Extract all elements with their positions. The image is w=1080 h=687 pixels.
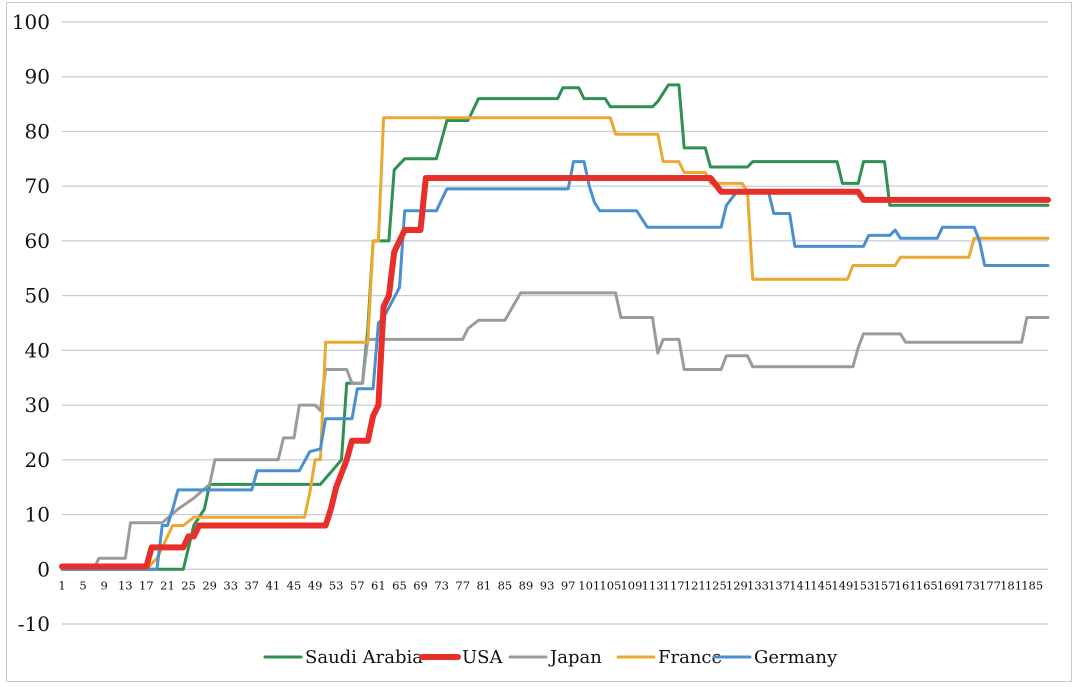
x-tick-label: 93 <box>540 578 555 592</box>
x-tick-label: 53 <box>329 578 344 592</box>
x-tick-label: 165 <box>916 578 938 592</box>
x-tick-label: 181 <box>1000 578 1022 592</box>
x-tick-label: 121 <box>684 578 706 592</box>
x-tick-label: 69 <box>413 578 428 592</box>
x-tick-label: 161 <box>895 578 917 592</box>
x-tick-label: 73 <box>434 578 449 592</box>
x-tick-label: 57 <box>350 578 365 592</box>
x-tick-label: 77 <box>455 578 470 592</box>
x-tick-label: 125 <box>705 578 727 592</box>
y-tick-label: 80 <box>25 119 50 143</box>
legend: Saudi Arabia USA Japan France Germany <box>263 647 838 668</box>
x-tick-label: 101 <box>578 578 600 592</box>
x-tick-label: 141 <box>789 578 811 592</box>
series-line-france <box>60 116 1050 571</box>
y-tick-label: -10 <box>18 612 50 636</box>
x-tick-label: 1 <box>58 578 65 592</box>
x-tick-label: 61 <box>371 578 386 592</box>
x-tick-label: 45 <box>287 578 302 592</box>
legend-item: Saudi Arabia <box>263 647 423 668</box>
x-axis-tick-labels: 1 5 9 13 17 21 25 29 33 37 41 45 49 53 57 61 65 69 73 77 81 8… <box>58 578 1043 592</box>
y-axis-tick-labels: -10 0 10 20 30 40 50 60 70 80 90 100 <box>12 10 50 636</box>
legend-label: Saudi Arabia <box>305 647 423 668</box>
series-line-saudi-arabia <box>60 83 1050 571</box>
x-tick-label: 169 <box>937 578 959 592</box>
legend-item: USA <box>419 647 504 668</box>
y-tick-label: 50 <box>25 284 50 308</box>
legend-item: Germany <box>712 647 838 668</box>
x-tick-label: 105 <box>599 578 621 592</box>
x-tick-label: 21 <box>160 578 175 592</box>
x-tick-label: 33 <box>223 578 238 592</box>
x-tick-label: 113 <box>642 578 664 592</box>
x-tick-label: 117 <box>663 578 685 592</box>
series-lines <box>59 83 1051 571</box>
x-tick-label: 185 <box>1021 578 1043 592</box>
legend-label: France <box>658 647 722 668</box>
legend-item: France <box>616 647 722 668</box>
x-tick-label: 89 <box>519 578 534 592</box>
x-tick-label: 13 <box>118 578 133 592</box>
gridlines <box>62 21 1048 625</box>
x-tick-label: 85 <box>498 578 513 592</box>
x-tick-label: 177 <box>979 578 1001 592</box>
x-tick-label: 5 <box>79 578 86 592</box>
x-tick-label: 173 <box>958 578 980 592</box>
x-tick-label: 41 <box>266 578 281 592</box>
y-tick-label: 10 <box>25 503 50 527</box>
x-tick-label: 81 <box>476 578 491 592</box>
y-tick-label: 40 <box>25 338 50 362</box>
x-tick-label: 65 <box>392 578 407 592</box>
x-tick-label: 145 <box>810 578 832 592</box>
x-tick-label: 25 <box>181 578 196 592</box>
x-tick-label: 149 <box>831 578 853 592</box>
x-tick-label: 129 <box>726 578 748 592</box>
y-tick-label: 100 <box>12 10 50 34</box>
legend-label: USA <box>462 647 504 668</box>
x-tick-label: 37 <box>244 578 259 592</box>
y-tick-label: 60 <box>25 229 50 253</box>
legend-label: Japan <box>548 647 602 668</box>
y-tick-label: 90 <box>25 65 50 89</box>
series-line-germany <box>60 160 1050 571</box>
series-line-usa <box>59 175 1051 570</box>
x-tick-label: 97 <box>561 578 576 592</box>
legend-label: Germany <box>754 647 838 668</box>
y-tick-label: 70 <box>25 174 50 198</box>
y-tick-label: 30 <box>25 393 50 417</box>
x-tick-label: 29 <box>202 578 217 592</box>
x-tick-label: 109 <box>620 578 642 592</box>
x-tick-label: 133 <box>747 578 769 592</box>
y-tick-label: 20 <box>25 448 50 472</box>
x-tick-label: 157 <box>874 578 896 592</box>
legend-item: Japan <box>508 647 602 668</box>
x-tick-label: 153 <box>852 578 874 592</box>
x-tick-label: 17 <box>139 578 154 592</box>
y-tick-label: 0 <box>37 557 50 581</box>
x-tick-label: 49 <box>308 578 323 592</box>
x-tick-label: 9 <box>101 578 108 592</box>
x-tick-label: 137 <box>768 578 790 592</box>
